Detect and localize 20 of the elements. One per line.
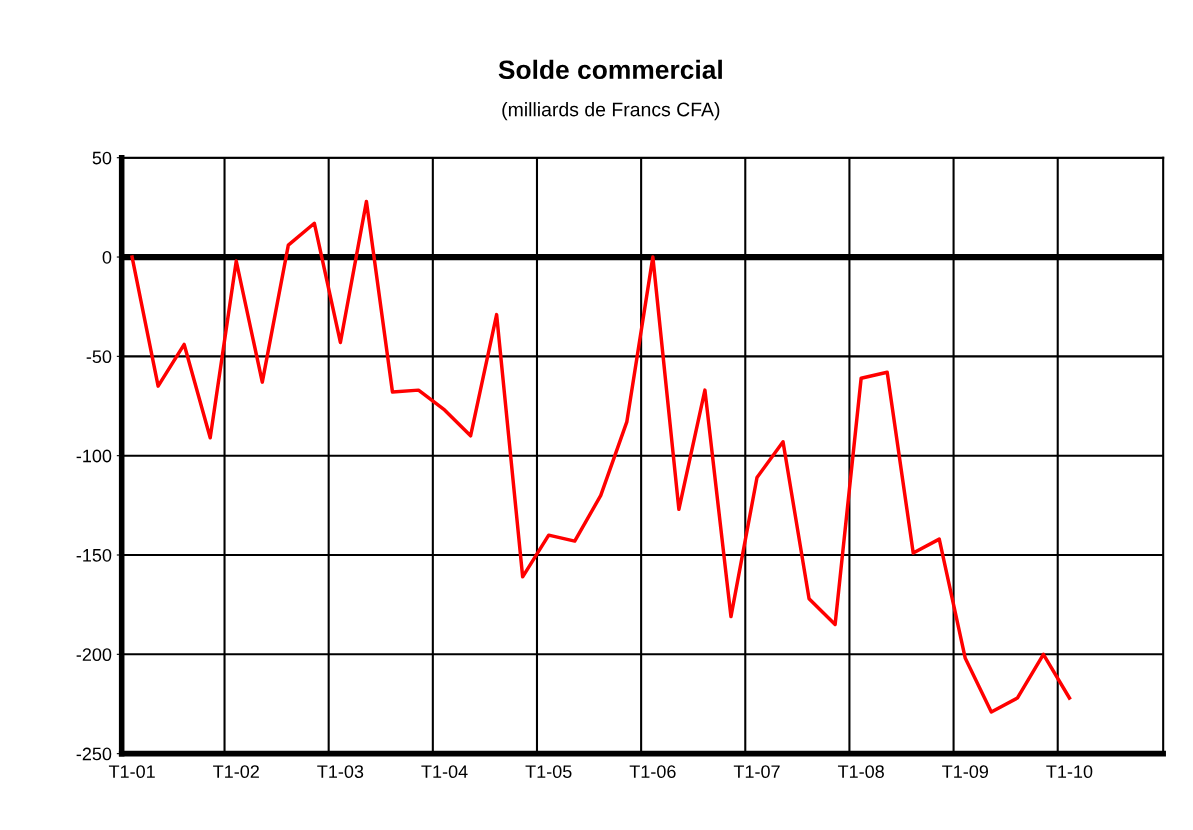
y-tick-label: -150 <box>76 548 112 562</box>
x-tick-label: T1-08 <box>837 765 884 779</box>
y-tick-label: -250 <box>76 747 112 761</box>
y-tick-label: -50 <box>86 350 112 364</box>
x-tick-label: T1-06 <box>629 765 676 779</box>
y-tick-label: -100 <box>76 449 112 463</box>
x-tick-label: T1-04 <box>421 765 468 779</box>
x-tick-label: T1-05 <box>525 765 572 779</box>
line-series <box>130 199 1072 714</box>
x-tick-label: T1-09 <box>942 765 989 779</box>
x-tick-label: T1-10 <box>1046 765 1093 779</box>
chart-title: Solde commercial <box>498 59 722 80</box>
y-tick-label: 50 <box>92 151 112 165</box>
y-tick-label: 0 <box>102 250 112 264</box>
x-tick-label: T1-07 <box>733 765 780 779</box>
x-tick-label: T1-03 <box>317 765 364 779</box>
x-tick-label: T1-02 <box>213 765 259 779</box>
x-tick-label: T1-01 <box>108 765 155 779</box>
y-tick-label: -200 <box>76 648 112 662</box>
chart-subtitle: (milliards de Francs CFA) <box>502 102 720 121</box>
